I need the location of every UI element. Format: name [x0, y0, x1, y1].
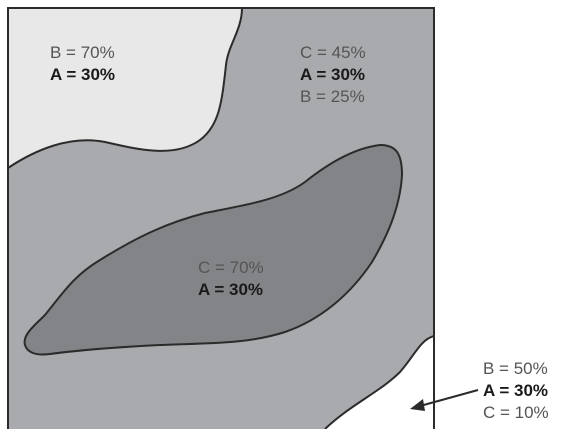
arrow-icon [410, 389, 479, 411]
region-center [24, 145, 402, 355]
label-top-left-a: A = 30% [50, 65, 115, 84]
boundary-center [23, 143, 404, 356]
label-bottom-right-c: C = 10% [483, 403, 549, 422]
region-bottom-right [325, 336, 434, 429]
label-top-left-b: B = 70% [50, 43, 115, 62]
label-center-c: C = 70% [198, 258, 264, 277]
boundary-bottom-right [324, 335, 434, 429]
label-top-right-a: A = 30% [300, 65, 365, 84]
region-top-left [8, 8, 242, 168]
label-bottom-right-a: A = 30% [483, 381, 548, 400]
boundary-top-left [8, 8, 243, 169]
label-center-a: A = 30% [198, 280, 263, 299]
diagram-frame [7, 7, 435, 429]
label-top-right-c: C = 45% [300, 43, 366, 62]
label-top-right-b: B = 25% [300, 87, 365, 106]
label-bottom-right-b: B = 50% [483, 359, 548, 378]
